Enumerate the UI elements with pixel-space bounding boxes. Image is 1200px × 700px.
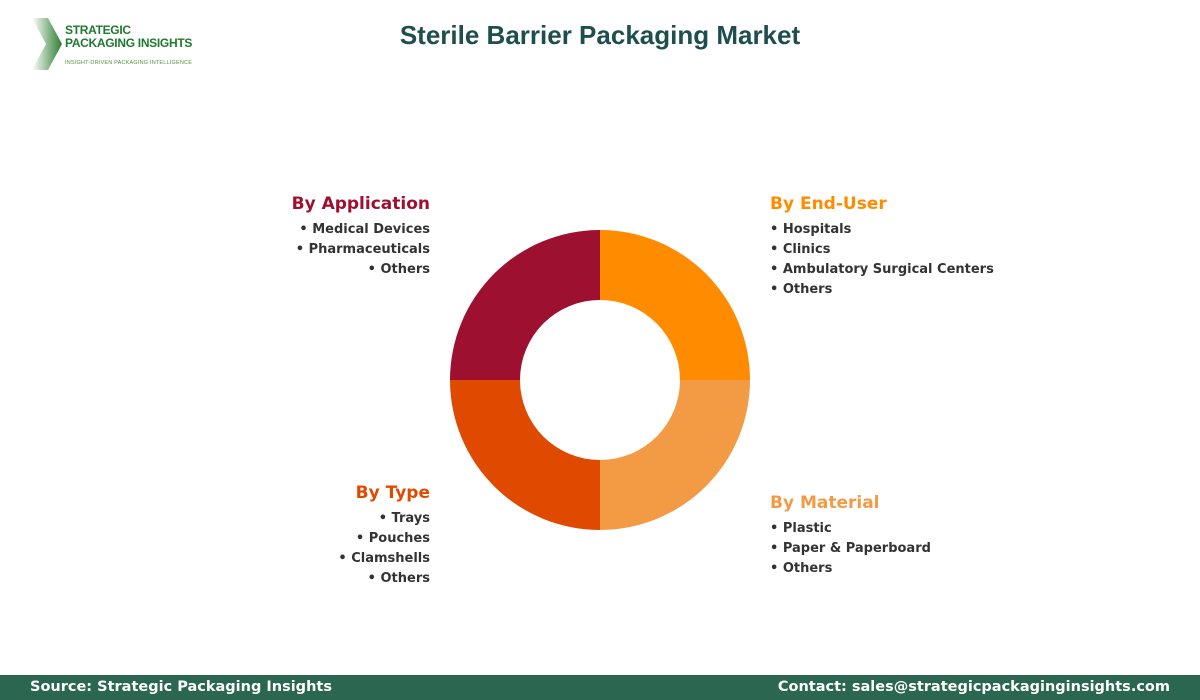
legend-item: • Hospitals [770, 222, 852, 237]
legend-item: • Pouches [355, 531, 430, 546]
legend-type: By Type • Trays • Pouches • Clamshells • Ot… [338, 483, 430, 589]
legend-item: • Pharmaceuticals [295, 242, 430, 257]
legend-material: By Material • Plastic • Paper & Paperboar… [770, 493, 931, 579]
group-title: By End-User [770, 194, 887, 214]
donut-segment [600, 230, 750, 380]
legend-end-user: By End-User • Hospitals • Clinics • Ambula… [770, 194, 994, 300]
logo-chevron-icon [32, 18, 62, 70]
logo-line1: STRATEGIC [65, 23, 131, 37]
legend-item: • Others [367, 262, 430, 277]
group-title: By Type [355, 483, 430, 503]
legend-item: • Clamshells [338, 551, 430, 566]
legend-item: • Medical Devices [299, 222, 430, 237]
legend-item: • Clinics [770, 242, 831, 257]
donut-segment [450, 380, 600, 530]
group-title: By Material [770, 493, 880, 513]
donut-segment [450, 230, 600, 380]
logo-tagline: INSIGHT-DRIVEN PACKAGING INTELLIGENCE [65, 60, 193, 66]
legend-application: By Application • Medical Devices • Pharma… [292, 194, 430, 280]
source-text: Source: Strategic Packaging Insights [30, 679, 332, 695]
legend-item: • Paper & Paperboard [770, 541, 931, 556]
legend-item: • Trays [378, 511, 430, 526]
legend-item: • Others [770, 282, 833, 297]
page-title: Sterile Barrier Packaging Market [399, 20, 801, 50]
legend-item: • Others [770, 561, 833, 576]
group-title: By Application [291, 194, 430, 214]
logo: STRATEGIC PACKAGING INSIGHTS INSIGHT-DRI… [30, 18, 200, 73]
footer: Source: Strategic Packaging Insights Con… [0, 675, 1200, 700]
donut-segment [600, 380, 750, 530]
legend-item: • Ambulatory Surgical Centers [770, 262, 994, 277]
legend-item: • Others [367, 571, 430, 586]
legend-item: • Plastic [770, 521, 832, 536]
logo-line2: PACKAGING INSIGHTS [65, 36, 193, 50]
contact-link[interactable]: Contact: sales@strategicpackaginginsight… [777, 679, 1170, 695]
